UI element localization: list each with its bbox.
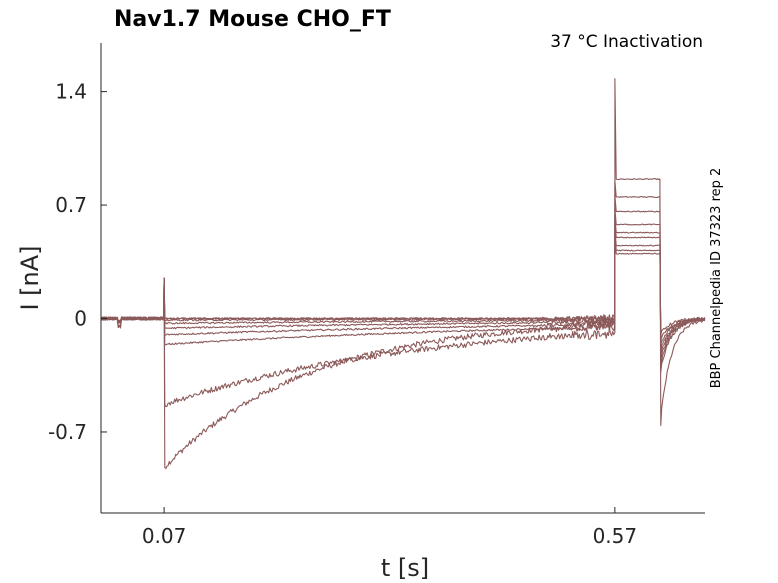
trace-sweep-2 <box>100 180 706 408</box>
chart-subtitle: 37 °C Inactivation <box>550 32 703 52</box>
y-tick-label: -0.7 <box>48 420 87 444</box>
y-tick-label: 1.4 <box>55 80 87 104</box>
x-tick-label: 0.07 <box>142 524 187 548</box>
trace-sweep-1 <box>100 78 706 470</box>
trace-sweep-8 <box>100 233 706 341</box>
chart-title: Nav1.7 Mouse CHO_FT <box>114 7 391 32</box>
x-tick-group: 0.07 0.57 <box>142 507 637 548</box>
x-axis-label: t [s] <box>381 554 429 582</box>
x-tick-label: 0.57 <box>593 524 638 548</box>
y-axis-label: I [nA] <box>16 245 44 310</box>
y-tick-group: 1.4 0.7 0 -0.7 <box>48 80 107 444</box>
trace-group <box>100 78 706 470</box>
trace-sweep-9 <box>100 236 706 336</box>
trace-sweep-3 <box>100 194 706 368</box>
y-tick-label: 0.7 <box>55 193 87 217</box>
side-note: BBP Channelpedia ID 37323 rep 2 <box>709 168 724 389</box>
trace-sweep-7 <box>100 228 706 346</box>
y-tick-label: 0 <box>74 307 87 331</box>
